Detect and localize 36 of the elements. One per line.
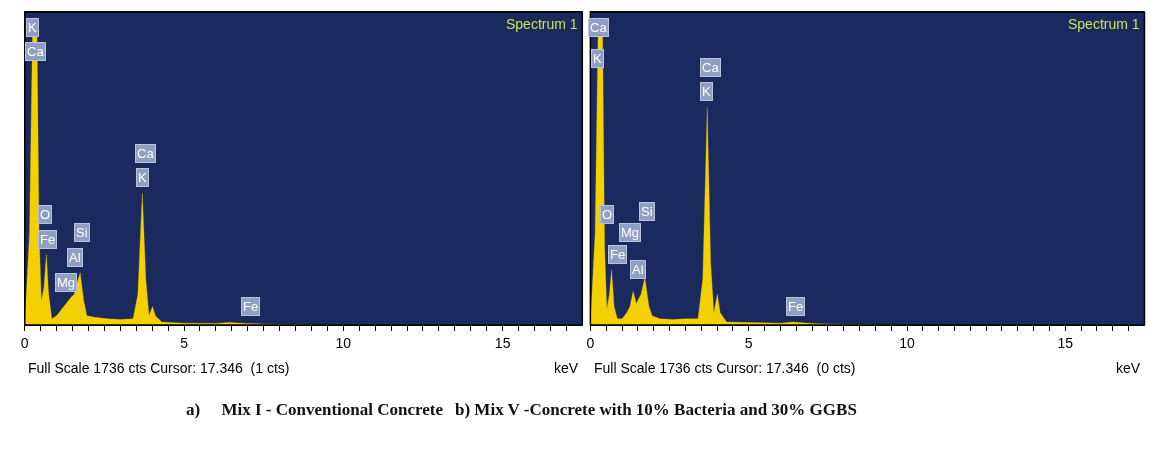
annotation: Al [69,250,81,265]
annotation: K [702,84,711,99]
annotation: Si [641,204,653,219]
x-tick-label: 15 [494,334,511,351]
annotation: Ca [137,146,155,161]
annotation: Mg [621,225,640,240]
x-tick-label: 10 [899,334,916,351]
text: b) Mix V -Concrete with 10% Bacteria and 30% GGBS [455,400,857,419]
annotation: Fe [40,232,56,247]
annotation: Ca [27,44,45,59]
x-axis-title: keV [1116,360,1141,376]
text: a) Mix I - Conventional Concrete [186,400,444,419]
annotation: Mg [57,275,76,290]
annotation: K [28,20,37,35]
annotation: Fe [788,299,804,314]
annotation: K [138,170,147,185]
annotation: K [593,51,602,66]
x-axis-title: keV [554,360,579,376]
annotation: Si [76,225,88,240]
annotation: Ca [702,60,720,75]
annotation: Fe [243,299,259,314]
x-tick-label: 0 [586,334,595,351]
x-tick-label: 5 [744,334,753,351]
annotation: Fe [610,247,626,262]
text: Full Scale 1736 cts Cursor: 17.346 (0 cts) [594,360,856,376]
x-tick-label: 5 [180,334,189,351]
text: Full Scale 1736 cts Cursor: 17.346 (1 cts) [28,360,290,376]
x-tick-label: 0 [20,334,29,351]
annotation: Spectrum 1 [506,16,578,32]
x-tick-label: 15 [1057,334,1074,351]
annotation: Spectrum 1 [1068,16,1140,32]
annotation: Al [632,262,644,277]
x-tick-label: 10 [335,334,352,351]
annotation: O [40,207,51,222]
annotation: Ca [590,20,608,35]
annotation: O [602,207,613,222]
